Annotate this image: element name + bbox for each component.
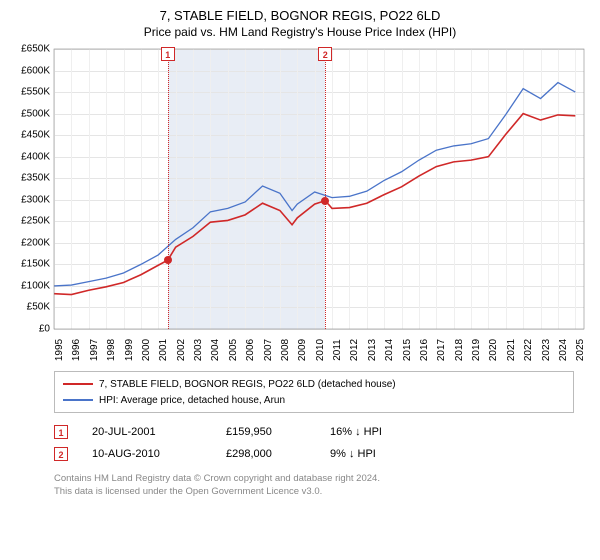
footer-copyright: Contains HM Land Registry data © Crown c…	[54, 473, 590, 486]
x-tick-label: 2007	[263, 335, 274, 365]
sale-event-badge: 2	[318, 47, 332, 61]
x-tick-label: 1998	[106, 335, 117, 365]
legend-item-hpi: HPI: Average price, detached house, Arun	[63, 392, 565, 408]
title-subtitle: Price paid vs. HM Land Registry's House …	[10, 25, 590, 39]
sale-event-line	[168, 49, 169, 329]
x-tick-label: 1996	[71, 335, 82, 365]
x-tick-label: 2013	[367, 335, 378, 365]
x-tick-label: 2006	[245, 335, 256, 365]
x-tick-label: 2024	[558, 335, 569, 365]
legend: 7, STABLE FIELD, BOGNOR REGIS, PO22 6LD …	[54, 371, 574, 413]
chart-title: 7, STABLE FIELD, BOGNOR REGIS, PO22 6LD …	[10, 8, 590, 39]
x-tick-label: 1995	[54, 335, 65, 365]
y-tick-label: £600K	[10, 65, 50, 76]
x-tick-label: 2025	[575, 335, 586, 365]
y-tick-label: £650K	[10, 44, 50, 55]
sale-diff: 16% ↓ HPI	[330, 426, 430, 438]
y-tick-label: £400K	[10, 151, 50, 162]
y-tick-label: £350K	[10, 173, 50, 184]
x-tick-label: 2003	[193, 335, 204, 365]
series-hpi-line	[54, 83, 575, 286]
plot-wrapper: 12 £0£50K£100K£150K£200K£250K£300K£350K£…	[10, 45, 590, 365]
x-tick-label: 2008	[280, 335, 291, 365]
chart-container: 7, STABLE FIELD, BOGNOR REGIS, PO22 6LD …	[0, 0, 600, 499]
legend-swatch	[63, 383, 93, 385]
x-tick-label: 2017	[436, 335, 447, 365]
sale-event-badge: 1	[161, 47, 175, 61]
title-address: 7, STABLE FIELD, BOGNOR REGIS, PO22 6LD	[10, 8, 590, 23]
sale-date: 20-JUL-2001	[92, 426, 202, 438]
x-tick-label: 1999	[124, 335, 135, 365]
x-tick-label: 2004	[210, 335, 221, 365]
x-tick-label: 2019	[471, 335, 482, 365]
sale-date: 10-AUG-2010	[92, 448, 202, 460]
sale-event-line	[325, 49, 326, 329]
sale-diff: 9% ↓ HPI	[330, 448, 430, 460]
sales-table: 1 20-JUL-2001 £159,950 16% ↓ HPI 2 10-AU…	[54, 421, 590, 465]
y-tick-label: £550K	[10, 87, 50, 98]
x-tick-label: 2012	[349, 335, 360, 365]
y-tick-label: £100K	[10, 280, 50, 291]
sale-marker-dot	[321, 197, 329, 205]
sale-row: 1 20-JUL-2001 £159,950 16% ↓ HPI	[54, 421, 590, 443]
legend-item-property: 7, STABLE FIELD, BOGNOR REGIS, PO22 6LD …	[63, 376, 565, 392]
x-tick-label: 2014	[384, 335, 395, 365]
x-tick-label: 2010	[315, 335, 326, 365]
x-tick-label: 2002	[176, 335, 187, 365]
plot-area: 12	[54, 49, 584, 329]
x-tick-label: 2009	[297, 335, 308, 365]
y-tick-label: £200K	[10, 237, 50, 248]
x-tick-label: 2021	[506, 335, 517, 365]
sale-badge: 2	[54, 447, 68, 461]
sale-price: £159,950	[226, 426, 306, 438]
x-tick-label: 2018	[454, 335, 465, 365]
x-tick-label: 2005	[228, 335, 239, 365]
y-tick-label: £500K	[10, 108, 50, 119]
series-property-line	[54, 114, 575, 295]
chart-svg	[54, 49, 584, 329]
x-tick-label: 2022	[523, 335, 534, 365]
sale-price: £298,000	[226, 448, 306, 460]
sale-badge: 1	[54, 425, 68, 439]
x-tick-label: 1997	[89, 335, 100, 365]
footer: Contains HM Land Registry data © Crown c…	[54, 473, 590, 499]
x-tick-label: 2023	[541, 335, 552, 365]
x-tick-label: 2001	[158, 335, 169, 365]
sale-marker-dot	[164, 256, 172, 264]
y-tick-label: £450K	[10, 130, 50, 141]
y-tick-label: £0	[10, 324, 50, 335]
y-tick-label: £50K	[10, 302, 50, 313]
x-tick-label: 2016	[419, 335, 430, 365]
legend-label: 7, STABLE FIELD, BOGNOR REGIS, PO22 6LD …	[99, 379, 396, 390]
x-tick-label: 2020	[488, 335, 499, 365]
x-tick-label: 2000	[141, 335, 152, 365]
legend-swatch	[63, 399, 93, 401]
y-tick-label: £250K	[10, 216, 50, 227]
sale-row: 2 10-AUG-2010 £298,000 9% ↓ HPI	[54, 443, 590, 465]
legend-label: HPI: Average price, detached house, Arun	[99, 395, 285, 406]
y-tick-label: £300K	[10, 194, 50, 205]
footer-licence: This data is licensed under the Open Gov…	[54, 486, 590, 499]
y-tick-label: £150K	[10, 259, 50, 270]
x-tick-label: 2011	[332, 335, 343, 365]
x-tick-label: 2015	[402, 335, 413, 365]
